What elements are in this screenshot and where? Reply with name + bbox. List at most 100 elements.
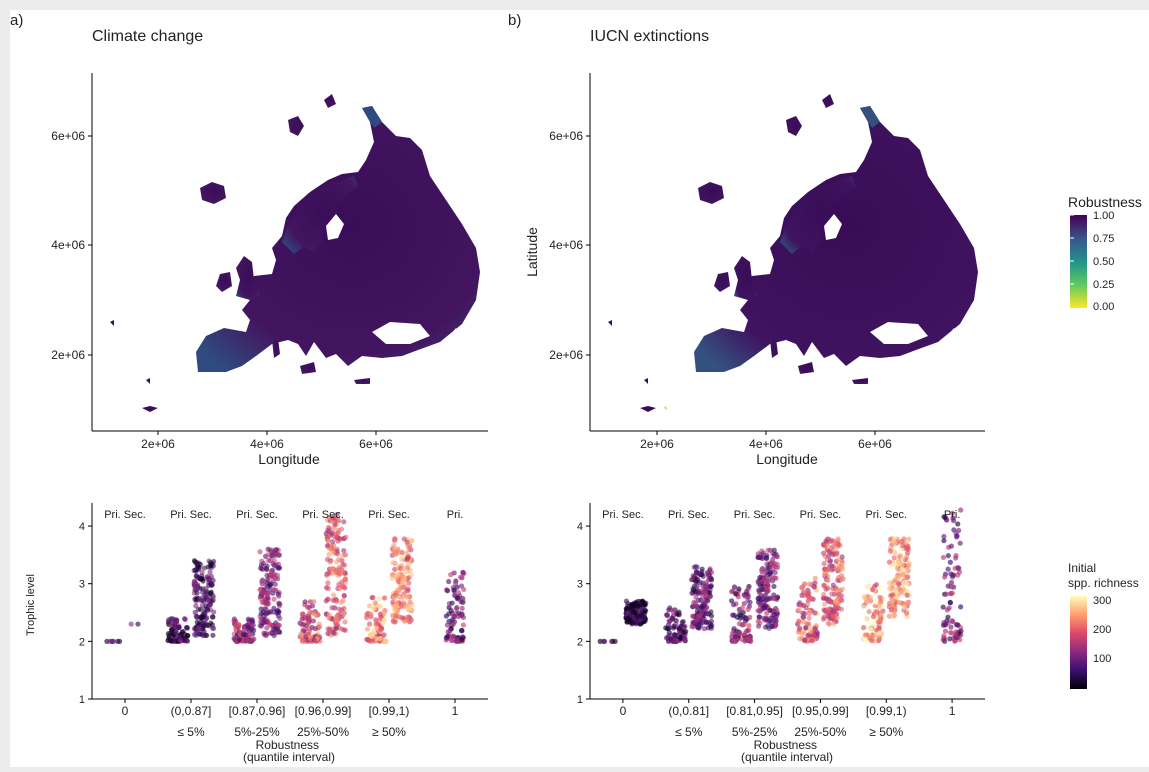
primary-point (454, 637, 460, 643)
primary-point (366, 621, 373, 627)
secondary-point (689, 613, 696, 619)
secondary-point (899, 566, 905, 572)
primary-point (945, 583, 951, 589)
primary-point (740, 614, 746, 620)
primary-point (298, 631, 304, 637)
secondary-point (689, 623, 695, 630)
primary-point (730, 612, 736, 618)
primary-point (805, 632, 811, 639)
primary-point (302, 599, 308, 605)
primary-point (877, 584, 883, 591)
secondary-point (758, 567, 765, 573)
primary-point (445, 633, 451, 639)
primary-point (878, 611, 885, 617)
secondary-point (900, 554, 906, 560)
secondary-point (391, 548, 397, 555)
secondary-point (704, 610, 710, 617)
secondary-point (264, 572, 270, 578)
secondary-point (698, 610, 704, 617)
primary-point (459, 605, 465, 611)
primary-point (299, 611, 305, 617)
primary-point (381, 610, 387, 616)
secondary-point (404, 606, 411, 612)
map-a-xtick-label: 6e+06 (359, 437, 393, 451)
secondary-point (702, 619, 708, 625)
secondary-point (832, 540, 838, 547)
xlabel-line2: (quantile interval) (741, 750, 833, 764)
secondary-point (825, 577, 831, 583)
primary-point (369, 595, 375, 601)
secondary-point (390, 619, 396, 625)
secondary-point (772, 564, 779, 570)
richness-colorbar (1070, 596, 1087, 689)
secondary-point (830, 551, 836, 558)
secondary-point (822, 601, 828, 607)
primary-point (744, 628, 750, 634)
primary-point (309, 603, 316, 609)
primary-point (459, 637, 465, 643)
secondary-point (761, 615, 767, 621)
primary-point (449, 600, 455, 606)
trophic-a-labels: 1 2 3 4 Pri. Sec. 0 Pri. Sec. (0,0.87] ≤ 5% Pri. … (79, 509, 463, 739)
primary-point (672, 632, 678, 638)
secondary-point (897, 572, 903, 578)
trophic-xtick-label: [0.99,1) (866, 704, 907, 718)
secondary-point (206, 597, 212, 603)
secondary-point (340, 561, 346, 568)
secondary-point (692, 564, 699, 570)
trophic-xtick-label: 0 (620, 704, 627, 718)
secondary-point (257, 587, 263, 593)
group-header-label: Pri. Sec. (734, 509, 776, 521)
secondary-point (325, 585, 331, 592)
secondary-point (695, 622, 701, 628)
primary-point (600, 638, 607, 644)
map-a-xtick-label: 2e+06 (141, 437, 175, 451)
primary-point (947, 600, 953, 606)
trophic-xtick-label: 1 (452, 704, 459, 718)
black-sea (372, 322, 430, 344)
group-header-label: Pri. Sec. (602, 509, 644, 521)
secondary-point (694, 618, 700, 624)
primary-point (955, 521, 961, 527)
secondary-point (340, 598, 346, 604)
secondary-point (198, 606, 204, 612)
secondary-point (271, 632, 277, 639)
secondary-point (757, 574, 763, 581)
trophic-quantile-label: 5%-25% (234, 725, 280, 739)
secondary-point (890, 592, 896, 598)
primary-point (958, 507, 964, 513)
secondary-point (764, 579, 770, 585)
figure-canvas: a) b) Climate change IUCN extinctions (10, 12, 1142, 764)
secondary-point (192, 596, 198, 602)
primary-point (948, 543, 954, 549)
figure-frame: a) b) Climate change IUCN extinctions (10, 10, 1149, 767)
map-b-title: IUCN extinctions (590, 28, 709, 45)
secondary-point (906, 536, 912, 542)
secondary-point (632, 600, 638, 607)
primary-point (233, 623, 239, 629)
primary-point (676, 629, 683, 635)
secondary-point (892, 577, 899, 583)
primary-point (860, 604, 867, 610)
secondary-point (625, 601, 631, 607)
map-b-xtick-label: 6e+06 (858, 437, 892, 451)
primary-point (251, 627, 257, 633)
novaya-zemlya-edge (860, 106, 880, 128)
secondary-point (203, 585, 209, 592)
primary-point (678, 623, 684, 630)
secondary-point (771, 594, 777, 601)
secondary-point (830, 613, 836, 619)
primary-point (807, 629, 814, 635)
map-b-plot: 2e+06 4e+06 6e+06 2e+06 4e+06 6e+06 Long… (524, 73, 985, 467)
primary-point (667, 605, 673, 611)
iceland (698, 182, 724, 204)
primary-point (812, 610, 818, 616)
primary-point (736, 586, 742, 592)
primary-point (954, 533, 960, 539)
europe-map-a (110, 94, 480, 412)
secondary-point (392, 566, 398, 572)
secondary-point (257, 549, 263, 555)
primary-point (165, 630, 172, 637)
secondary-point (275, 607, 281, 614)
map-b-xlabel: Longitude (756, 451, 818, 467)
